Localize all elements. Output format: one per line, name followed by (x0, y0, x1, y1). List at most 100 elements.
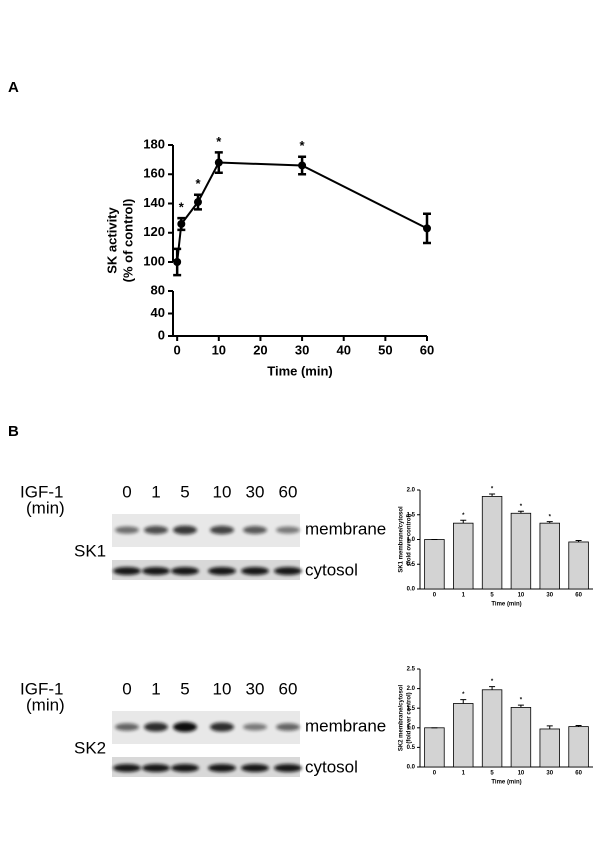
bar (424, 539, 445, 590)
row-label: cytosol (305, 757, 358, 776)
lane-label: 10 (213, 482, 232, 501)
y-tick-label: 180 (143, 136, 165, 151)
error-bar (489, 686, 496, 690)
x-tick-label: 30 (546, 771, 553, 777)
y-tick-label: 100 (143, 253, 165, 268)
bar (539, 522, 560, 590)
protein-label: SK2 (74, 738, 106, 757)
band (142, 567, 170, 575)
band (241, 764, 269, 772)
y-tick-label: 40 (151, 305, 165, 320)
y-tick-label: 120 (143, 224, 165, 239)
unit-label: (min) (26, 695, 65, 714)
band (208, 764, 236, 772)
x-tick-label: 1 (462, 593, 466, 599)
row-label: membrane (305, 519, 386, 538)
y-tick-label: 2.0 (407, 488, 416, 494)
annotation: * (216, 134, 222, 149)
annotation: * (520, 698, 523, 704)
x-tick-label: 30 (295, 342, 309, 357)
error-bar (546, 521, 553, 524)
band (173, 722, 197, 732)
error-bar (517, 510, 524, 514)
band (115, 526, 139, 534)
error-bar (546, 725, 553, 729)
y-tick-label: 1.5 (407, 706, 416, 712)
lane-label: 1 (151, 482, 160, 501)
data-point (298, 161, 307, 170)
x-tick-label: 0 (433, 593, 437, 599)
data-point (214, 158, 223, 167)
x-tick-label: 10 (212, 342, 226, 357)
bar (481, 689, 503, 768)
x-tick-label: 10 (518, 771, 525, 777)
bar (481, 496, 503, 590)
panel-label: B (8, 423, 19, 440)
y-axis-label: SK1 membrane/cytosol (399, 506, 405, 573)
bar (453, 522, 474, 590)
annotation: * (491, 679, 494, 685)
band (208, 567, 236, 575)
y-tick-label: 1.5 (407, 512, 416, 518)
row-label: cytosol (305, 560, 358, 579)
lane-label: 60 (279, 679, 298, 698)
band (276, 723, 300, 731)
y-tick-label: 1.0 (407, 725, 416, 731)
y-tick-label: 0 (158, 327, 165, 342)
error-bar (460, 699, 467, 704)
error-bar (489, 493, 496, 497)
bar (539, 728, 560, 768)
treatment-label: IGF-1 (20, 482, 63, 501)
blot-image (112, 757, 300, 777)
band (210, 525, 234, 535)
band (142, 764, 170, 772)
bar (568, 541, 589, 590)
x-tick-label: 10 (518, 593, 525, 599)
annotation: * (179, 200, 185, 215)
x-tick-label: 20 (253, 342, 267, 357)
bar (510, 707, 532, 768)
x-tick-label: 5 (490, 771, 494, 777)
x-axis-label: Time (min) (267, 363, 333, 378)
x-tick-label: 60 (575, 771, 582, 777)
y-axis-label: (% of control) (120, 199, 135, 283)
band (173, 525, 197, 535)
y-tick-label: 2.0 (407, 686, 416, 692)
y-tick-label: 0.0 (407, 587, 416, 593)
unit-label: (min) (26, 498, 65, 517)
band (113, 764, 141, 772)
treatment-label: IGF-1 (20, 679, 63, 698)
blot-image (112, 711, 300, 744)
error-bar (575, 724, 582, 727)
band (276, 526, 300, 534)
y-axis-label: SK2 membrane/cytosol (399, 684, 405, 751)
bar-chart: 0.0 0.5 1.0 1.5 2.0 2.5 Time (min) SK2 membrane… (399, 667, 593, 786)
y-tick-label: 140 (143, 195, 165, 210)
y-axis-label: SK activity (104, 206, 119, 273)
x-tick-label: 30 (546, 593, 553, 599)
band (243, 526, 267, 534)
data-point (193, 198, 202, 207)
annotation: * (520, 504, 523, 510)
x-tick-label: 1 (462, 771, 466, 777)
y-tick-label: 0.0 (407, 765, 416, 771)
y-tick-label: 160 (143, 166, 165, 181)
error-bar (575, 539, 582, 542)
band (243, 723, 267, 731)
lane-label: 1 (151, 679, 160, 698)
annotation: * (462, 692, 465, 698)
y-axis-label: (fold over control) (407, 692, 413, 743)
bar (510, 512, 532, 590)
bar (453, 703, 474, 768)
bar (424, 727, 445, 768)
x-tick-label: 0 (433, 771, 437, 777)
bar (568, 726, 589, 768)
y-tick-label: 2.5 (407, 667, 416, 673)
data-line (176, 161, 428, 263)
band (171, 764, 199, 772)
y-tick-label: 80 (151, 282, 165, 297)
annotation: * (462, 513, 465, 519)
y-axis-label: (fold over control) (407, 514, 413, 565)
x-tick-label: 0 (174, 342, 181, 357)
